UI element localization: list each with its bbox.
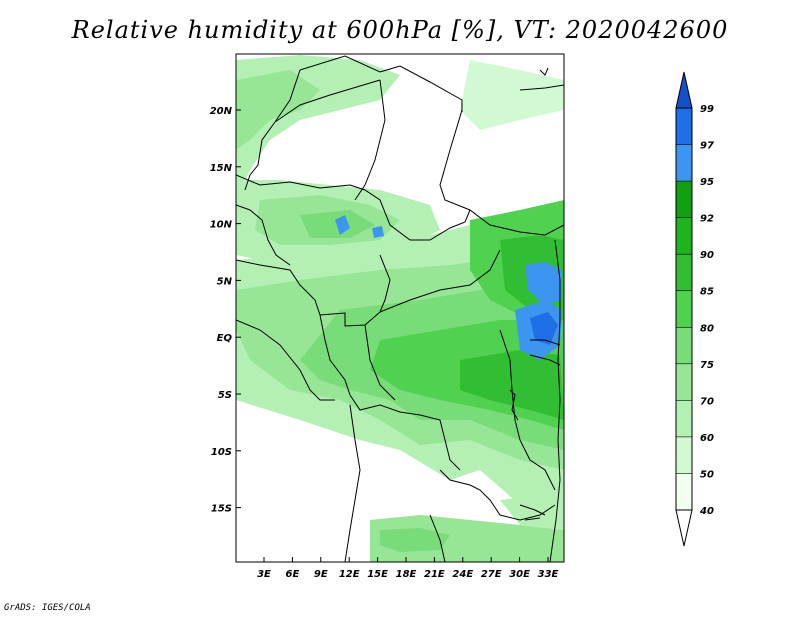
grads-credit: GrADS: IGES/COLA	[4, 603, 91, 613]
lon-label: 15E	[367, 569, 388, 580]
lat-label: 15N	[210, 163, 233, 174]
lon-label: 18E	[396, 569, 417, 580]
lat-label: 15S	[211, 504, 232, 515]
colorbar-min-arrow	[675, 509, 693, 547]
lat-label: 5S	[218, 390, 232, 401]
colorbar-segment	[676, 254, 692, 291]
lon-label: 27E	[481, 569, 502, 580]
colorbar-segment	[676, 108, 692, 145]
colorbar-label: 99	[700, 104, 714, 115]
colorbar-segment	[676, 290, 692, 328]
lon-label: 6E	[286, 569, 300, 580]
lon-label: 3E	[257, 569, 271, 580]
map-title: Relative humidity at 600hPa [%], VT: 202…	[71, 16, 729, 44]
colorbar-segment	[676, 144, 692, 182]
lon-label: 9E	[314, 569, 328, 580]
map-frame	[235, 53, 565, 563]
lon-label: 33E	[538, 569, 559, 580]
lon-label: 30E	[509, 569, 530, 580]
colorbar-segment	[676, 217, 692, 255]
colorbar-label: 97	[700, 141, 714, 152]
lat-label: 5N	[217, 276, 233, 287]
lat-label: EQ	[217, 333, 233, 344]
lat-label: 10S	[211, 447, 232, 458]
colorbar-segment	[676, 363, 692, 401]
colorbar-label: 75	[700, 360, 714, 371]
colorbar-label: 85	[700, 287, 714, 298]
longitude-axis: 3E 6E 9E 12E 15E 18E 21E 24E 27E 30E 33E	[257, 557, 559, 580]
colorbar-max-arrow	[675, 71, 693, 109]
lat-label: 20N	[210, 106, 233, 117]
lon-label: 12E	[339, 569, 360, 580]
colorbar-label: 50	[700, 469, 714, 480]
country-borders	[236, 55, 564, 562]
colorbar-label: 92	[700, 214, 714, 225]
colorbar-label: 60	[700, 433, 714, 444]
colorbar-segment	[676, 181, 692, 218]
colorbar: 40 50 60 70 75 80 85 90 92 95 97 99	[675, 71, 714, 547]
colorbar-segment	[676, 473, 692, 510]
lat-label: 10N	[210, 220, 233, 231]
humidity-field	[236, 55, 564, 562]
colorbar-label: 80	[700, 323, 714, 334]
colorbar-label: 70	[700, 396, 714, 407]
colorbar-segment	[676, 436, 692, 474]
colorbar-label: 95	[700, 177, 714, 188]
colorbar-label: 90	[700, 250, 714, 261]
colorbar-segment	[676, 327, 692, 364]
colorbar-segment	[676, 400, 692, 437]
lon-label: 24E	[452, 569, 473, 580]
colorbar-label: 40	[699, 506, 714, 517]
latitude-axis: 20N 15N 10N 5N EQ 5S 10S 15S	[210, 106, 241, 515]
lon-label: 21E	[424, 569, 445, 580]
